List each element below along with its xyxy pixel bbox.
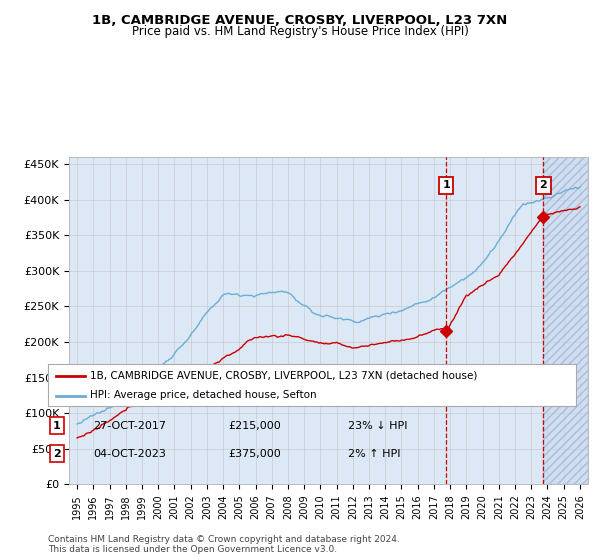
Text: 23% ↓ HPI: 23% ↓ HPI	[348, 421, 407, 431]
Text: 27-OCT-2017: 27-OCT-2017	[93, 421, 166, 431]
Text: 1: 1	[53, 421, 61, 431]
Text: HPI: Average price, detached house, Sefton: HPI: Average price, detached house, Seft…	[90, 390, 317, 400]
Text: Contains HM Land Registry data © Crown copyright and database right 2024.
This d: Contains HM Land Registry data © Crown c…	[48, 535, 400, 554]
Text: Price paid vs. HM Land Registry's House Price Index (HPI): Price paid vs. HM Land Registry's House …	[131, 25, 469, 38]
Bar	[544, 157, 588, 484]
Text: 2: 2	[539, 180, 547, 190]
Text: 1B, CAMBRIDGE AVENUE, CROSBY, LIVERPOOL, L23 7XN (detached house): 1B, CAMBRIDGE AVENUE, CROSBY, LIVERPOOL,…	[90, 371, 478, 381]
Text: 2% ↑ HPI: 2% ↑ HPI	[348, 449, 401, 459]
Text: 04-OCT-2023: 04-OCT-2023	[93, 449, 166, 459]
Text: 1: 1	[442, 180, 450, 190]
Bar	[544, 157, 588, 484]
Text: £375,000: £375,000	[228, 449, 281, 459]
Text: £215,000: £215,000	[228, 421, 281, 431]
Text: 1B, CAMBRIDGE AVENUE, CROSBY, LIVERPOOL, L23 7XN: 1B, CAMBRIDGE AVENUE, CROSBY, LIVERPOOL,…	[92, 14, 508, 27]
Text: 2: 2	[53, 449, 61, 459]
